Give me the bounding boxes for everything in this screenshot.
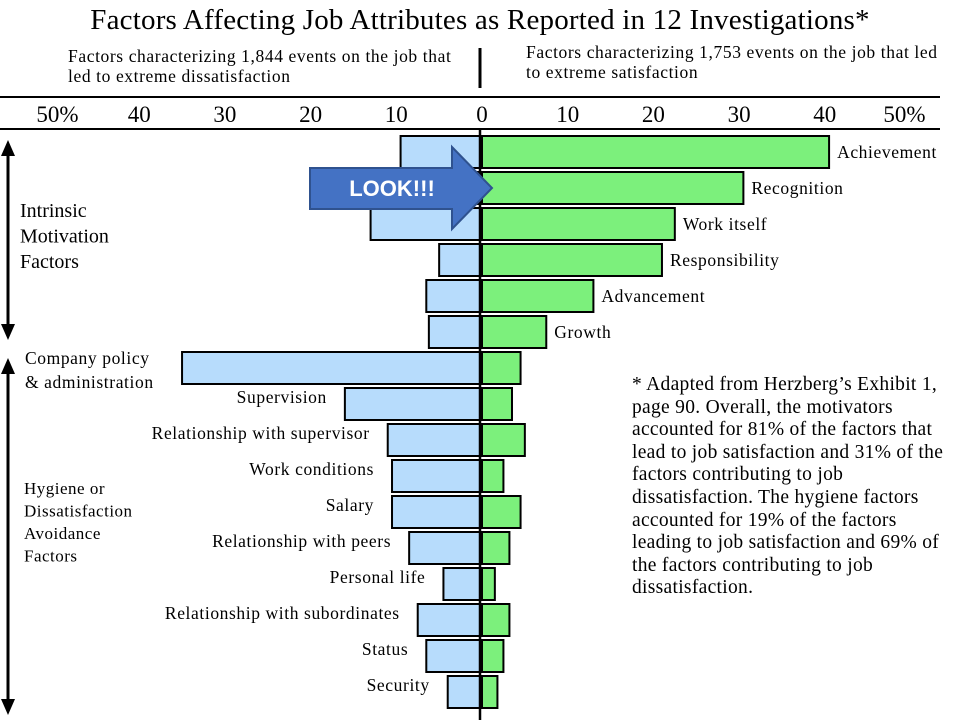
tick-label: 0 (476, 102, 488, 127)
dissatisfaction-bar (391, 495, 484, 529)
satisfaction-bar (481, 603, 511, 637)
dissatisfaction-bar (446, 675, 483, 709)
category-label: Security (367, 675, 430, 695)
tick-label: 30 (213, 102, 236, 127)
category-label: Work itself (683, 214, 767, 234)
satisfaction-bar (481, 243, 663, 277)
hygiene-bracket-arrow-head (1, 699, 15, 715)
dissatisfaction-bar (438, 243, 483, 277)
category-label: Growth (554, 322, 611, 342)
dissatisfaction-bar (416, 603, 484, 637)
group-label-hygiene: Factors (24, 547, 78, 566)
satisfaction-bar (481, 171, 745, 205)
category-label: Advancement (601, 286, 705, 306)
dissatisfaction-bar (442, 567, 483, 601)
satisfaction-bar (481, 387, 513, 421)
group-label-hygiene: Hygiene or (24, 479, 105, 498)
footnote: * Adapted from Herzberg’s Exhibit 1, pag… (632, 374, 944, 599)
category-label: Status (362, 639, 408, 659)
group-label-hygiene: Dissatisfaction (24, 502, 133, 521)
dissatisfaction-bar (425, 639, 484, 673)
tick-label: 50% (36, 102, 78, 127)
left-header: Factors characterizing 1,844 events on t… (68, 46, 452, 86)
dissatisfaction-bar (408, 531, 483, 565)
dissatisfaction-bar (391, 459, 484, 493)
satisfaction-bar (481, 459, 505, 493)
category-label: Relationship with peers (212, 531, 391, 551)
satisfaction-bar (481, 351, 522, 385)
category-label: Personal life (330, 567, 426, 587)
satisfaction-bar (481, 315, 548, 349)
category-label: Salary (326, 495, 374, 515)
category-label: & administration (25, 372, 154, 392)
tick-label: 40 (813, 102, 836, 127)
tick-label: 50% (883, 102, 925, 127)
category-label: Achievement (837, 142, 937, 162)
satisfaction-bar (481, 495, 522, 529)
satisfaction-bar (481, 531, 511, 565)
look-arrow (309, 144, 494, 232)
category-label: Work conditions (249, 459, 374, 479)
dissatisfaction-bar (427, 315, 483, 349)
look-annotation-text: LOOK!!! (349, 176, 435, 201)
group-label-intrinsic: Intrinsic (20, 200, 87, 222)
group-label-hygiene: Avoidance (24, 524, 101, 543)
tick-label: 40 (128, 102, 151, 127)
right-header: Factors characterizing 1,753 events on t… (526, 42, 938, 82)
tick-label: 10 (556, 102, 579, 127)
tick-label: 30 (728, 102, 751, 127)
tick-label: 20 (299, 102, 322, 127)
group-label-intrinsic: Motivation (20, 226, 109, 248)
category-label: Company policy (25, 348, 150, 368)
group-label-intrinsic: Factors (20, 251, 79, 273)
dissatisfaction-bar (386, 423, 484, 457)
intrinsic-bracket-arrow-head (1, 140, 15, 156)
tick-label: 20 (642, 102, 665, 127)
category-label: Recognition (751, 178, 843, 198)
satisfaction-bar (481, 675, 499, 709)
satisfaction-bar (481, 639, 505, 673)
category-label: Relationship with subordinates (165, 603, 400, 623)
satisfaction-bar (481, 567, 496, 601)
satisfaction-bar (481, 279, 595, 313)
intrinsic-bracket-arrow-head (1, 324, 15, 340)
chart-title: Factors Affecting Job Attributes as Repo… (90, 4, 870, 36)
dissatisfaction-bar (343, 387, 483, 421)
satisfaction-bar (481, 135, 831, 169)
tick-label: 10 (385, 102, 408, 127)
dissatisfaction-bar (425, 279, 484, 313)
category-label: Relationship with supervisor (152, 423, 370, 443)
hygiene-bracket-arrow-head (1, 358, 15, 374)
satisfaction-bar (481, 207, 676, 241)
category-label: Responsibility (670, 250, 780, 270)
dissatisfaction-bar (399, 135, 483, 169)
dissatisfaction-bar (181, 351, 484, 385)
category-label: Supervision (237, 387, 327, 407)
satisfaction-bar (481, 423, 526, 457)
